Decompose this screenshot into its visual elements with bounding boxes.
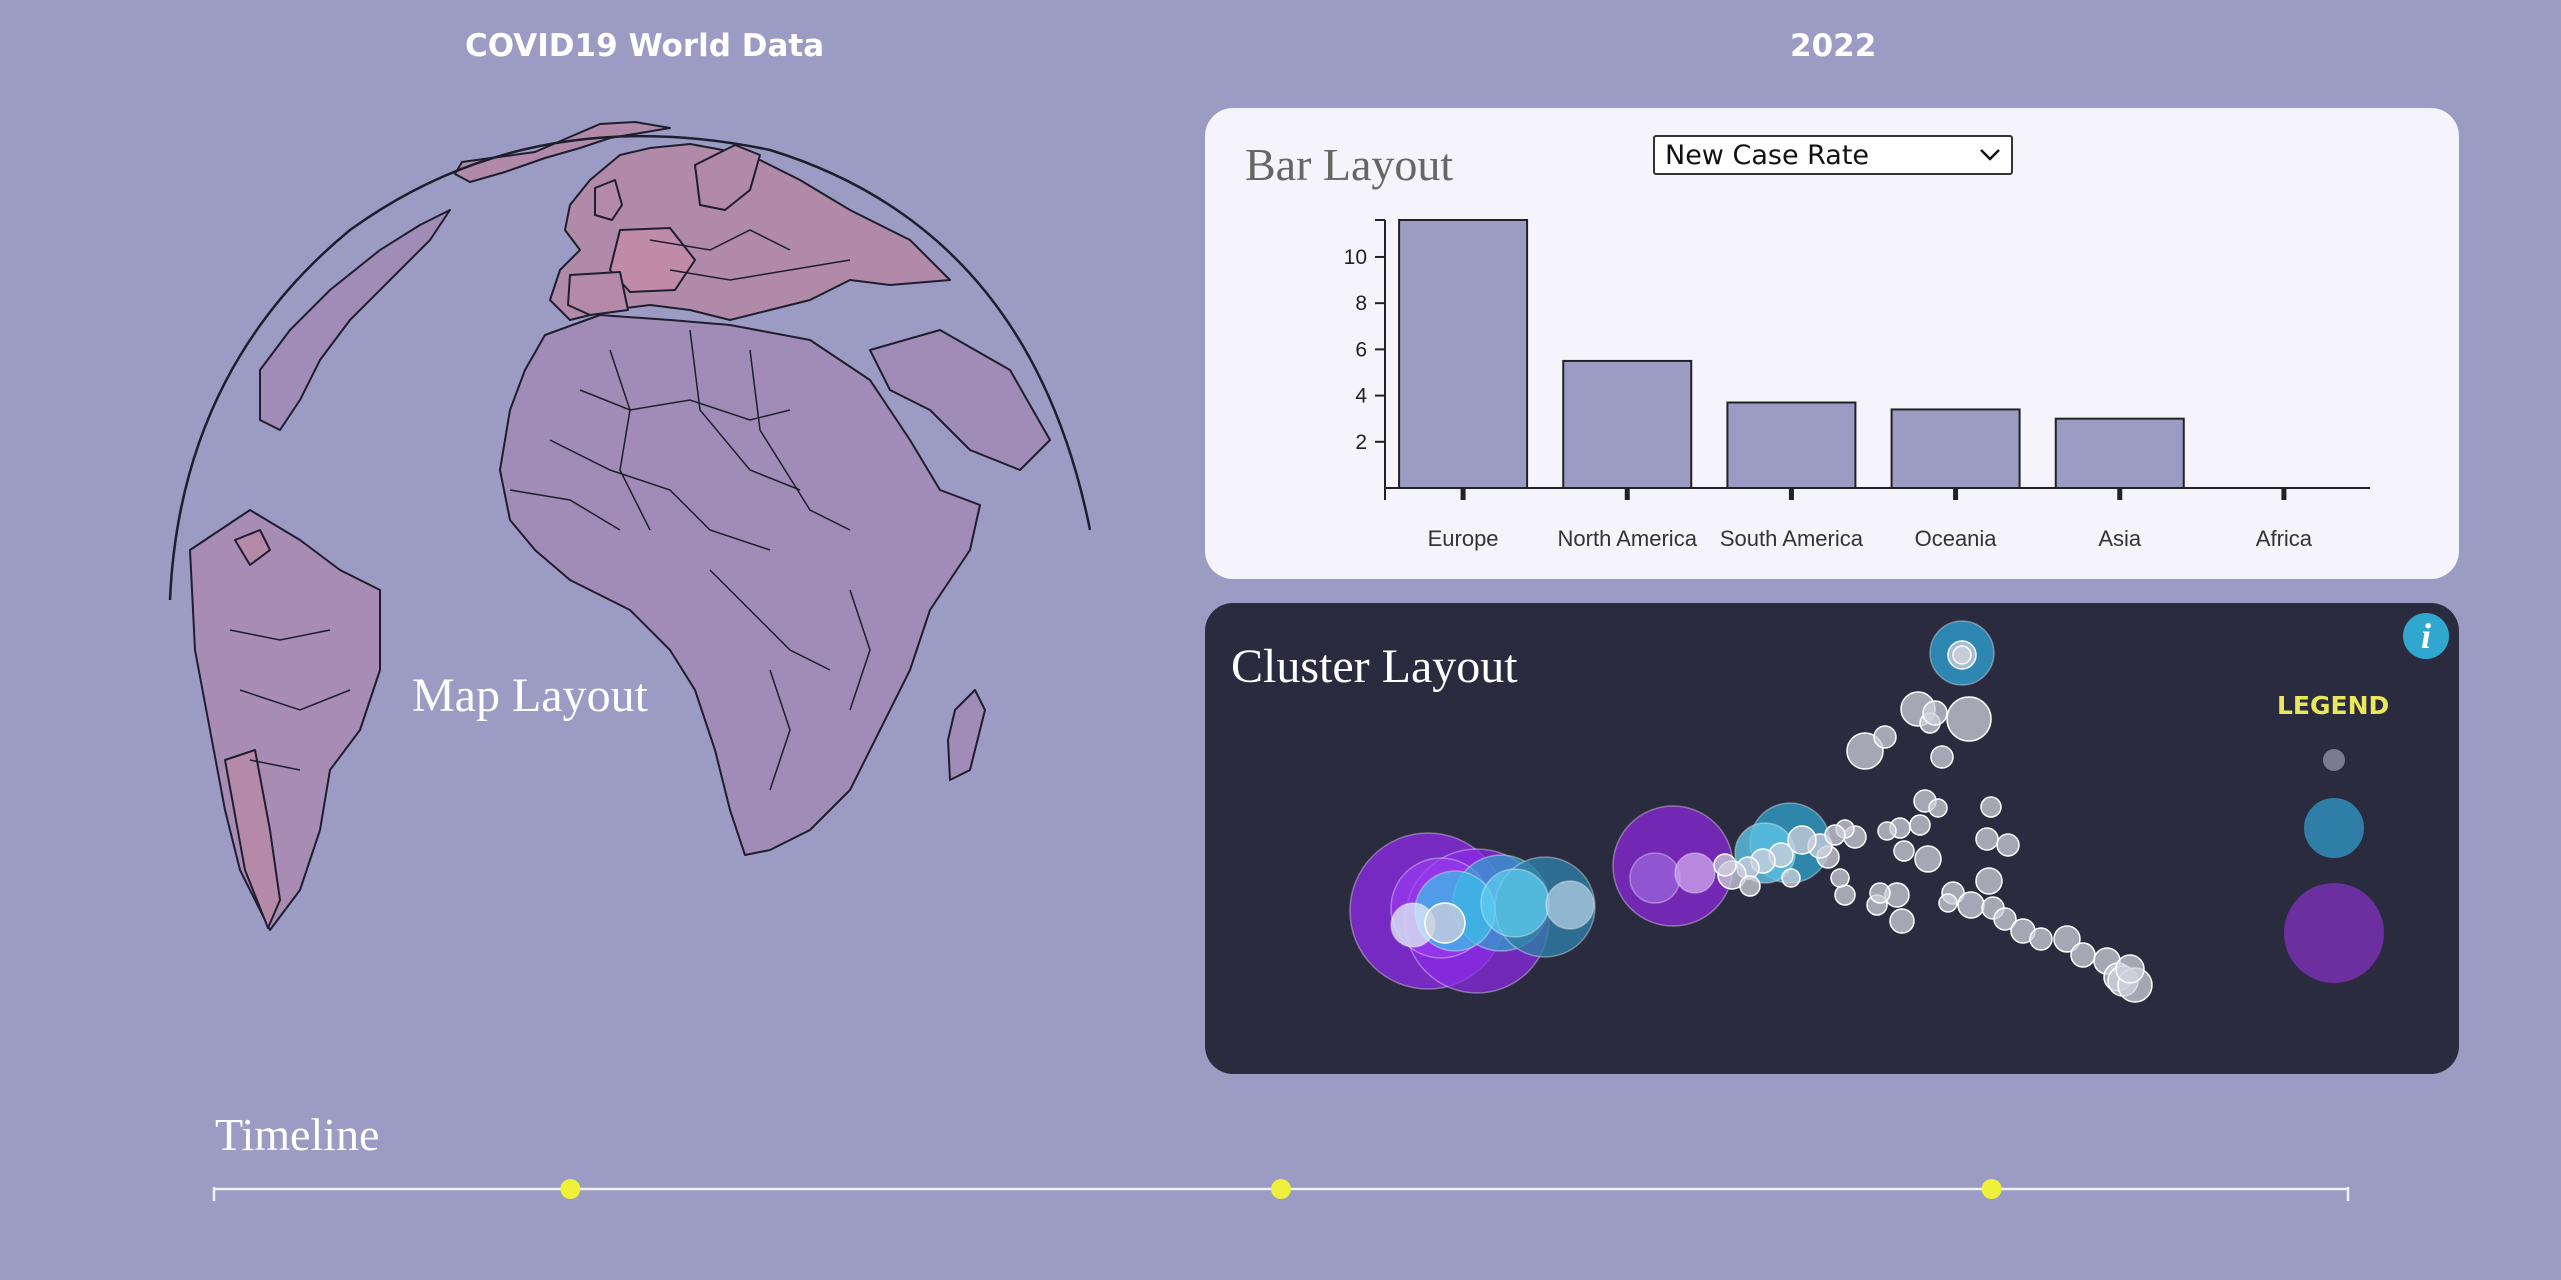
bar-north-america[interactable] — [1562, 359, 1693, 489]
bar-layout-title: Bar Layout — [1245, 139, 1454, 190]
map-region-greenland — [454, 121, 671, 183]
cluster-bubble[interactable] — [1922, 700, 1948, 726]
legend-small-circle — [2323, 749, 2345, 771]
cluster-bubble[interactable] — [1877, 821, 1897, 841]
map-region-uk — [594, 179, 623, 221]
cluster-bubble-large[interactable] — [1674, 852, 1716, 894]
cluster-bubble[interactable] — [1713, 853, 1737, 877]
legend-title: LEGEND — [2277, 691, 2390, 720]
cluster-plot[interactable] — [1205, 603, 2459, 1074]
cluster-bubble[interactable] — [1909, 814, 1931, 836]
cluster-bubble[interactable] — [1873, 725, 1897, 749]
bar-asia[interactable] — [2054, 417, 2185, 490]
cluster-layout-panel: Cluster Layout i LEGEND — [1205, 603, 2459, 1074]
metric-select[interactable]: New Case Rate — [1653, 135, 2013, 175]
cluster-bubble[interactable] — [1946, 696, 1992, 742]
app-title: COVID19 World Data — [465, 28, 825, 64]
cluster-bubble[interactable] — [2115, 954, 2145, 984]
x-tick-label: Europe — [1428, 526, 1499, 551]
cluster-bubble[interactable] — [1975, 827, 1999, 851]
y-tick-label: 8 — [1355, 292, 1367, 315]
chevron-down-icon — [1980, 149, 2000, 161]
map-layout-label: Map Layout — [412, 669, 648, 722]
cluster-bubble[interactable] — [1975, 867, 2003, 895]
bar-south-america[interactable] — [1726, 401, 1857, 489]
bar-europe[interactable] — [1398, 219, 1529, 489]
cluster-bubble[interactable] — [1993, 907, 2017, 931]
x-tick-label: North America — [1558, 526, 1698, 551]
cluster-bubble[interactable] — [1914, 845, 1942, 873]
timeline-label: Timeline — [215, 1109, 380, 1160]
cluster-bubble[interactable] — [1824, 824, 1846, 846]
cluster-bubble[interactable] — [1928, 798, 1948, 818]
map-region-middle-east — [869, 329, 1051, 471]
legend-large-circle — [2284, 883, 2384, 983]
cluster-bubble[interactable] — [2029, 927, 2053, 951]
cluster-bubble[interactable] — [2070, 942, 2096, 968]
cluster-bubble[interactable] — [1957, 891, 1985, 919]
x-tick-label: Asia — [2098, 526, 2142, 551]
cluster-bubble[interactable] — [1893, 840, 1915, 862]
bar-chart: 2 4 6 8 10 Europe North America South America Oc… — [1344, 219, 2370, 551]
info-icon[interactable]: i — [2403, 613, 2449, 659]
globe-outline — [168, 134, 1092, 601]
x-tick-label: Africa — [2256, 526, 2313, 551]
legend-medium-circle — [2304, 798, 2364, 858]
year-label: 2022 — [1790, 28, 1877, 64]
cluster-bubble[interactable] — [1834, 884, 1856, 906]
cluster-bubble[interactable] — [1938, 893, 1958, 913]
timeline-slider[interactable] — [200, 1165, 2360, 1205]
y-tick-label: 6 — [1355, 338, 1367, 361]
cluster-bubble[interactable] — [1952, 645, 1972, 665]
cluster-bubble[interactable] — [1869, 882, 1891, 904]
cluster-bubble[interactable] — [1930, 745, 1954, 769]
map-region-africa — [499, 314, 981, 856]
cluster-bubble-large[interactable] — [1545, 880, 1595, 930]
map-region-iberia — [567, 271, 629, 316]
x-tick-label: Oceania — [1915, 526, 1998, 551]
cluster-bubble[interactable] — [1846, 732, 1884, 770]
x-tick-label: South America — [1720, 526, 1864, 551]
cluster-layout-title: Cluster Layout — [1231, 640, 1518, 693]
y-tick-label: 4 — [1355, 385, 1367, 408]
cluster-bubble[interactable] — [2053, 925, 2081, 953]
bar-layout-panel: 2 4 6 8 10 Europe North America South America Oc… — [1205, 108, 2459, 579]
cluster-bubble-large[interactable] — [1480, 868, 1550, 938]
cluster-bubble[interactable] — [1781, 868, 1801, 888]
map-region-andes — [224, 749, 281, 929]
cluster-bubble[interactable] — [1787, 825, 1817, 855]
cluster-bubble[interactable] — [1424, 902, 1466, 944]
cluster-bubble[interactable] — [1830, 868, 1850, 888]
cluster-bubble[interactable] — [1739, 875, 1761, 897]
timeline-marker[interactable] — [1271, 1179, 1291, 1199]
map-region-north-america — [259, 209, 451, 431]
cluster-bubble[interactable] — [1889, 908, 1915, 934]
map-region-madagascar — [947, 689, 986, 781]
map-region-caribbean — [234, 529, 271, 566]
y-tick-label: 2 — [1355, 431, 1367, 454]
timeline-marker[interactable] — [560, 1179, 581, 1199]
map-region-south-america — [189, 509, 381, 931]
y-tick-label: 10 — [1344, 246, 1367, 269]
bar-oceania[interactable] — [1890, 408, 2021, 489]
cluster-bubble[interactable] — [1996, 833, 2020, 857]
map-region-scandinavia — [694, 144, 761, 211]
timeline-marker[interactable] — [1981, 1179, 2002, 1199]
world-map-globe[interactable] — [150, 110, 1110, 990]
cluster-bubble-large[interactable] — [1629, 852, 1681, 904]
metric-select-value: New Case Rate — [1665, 139, 1870, 171]
cluster-bubble[interactable] — [1980, 796, 2002, 818]
